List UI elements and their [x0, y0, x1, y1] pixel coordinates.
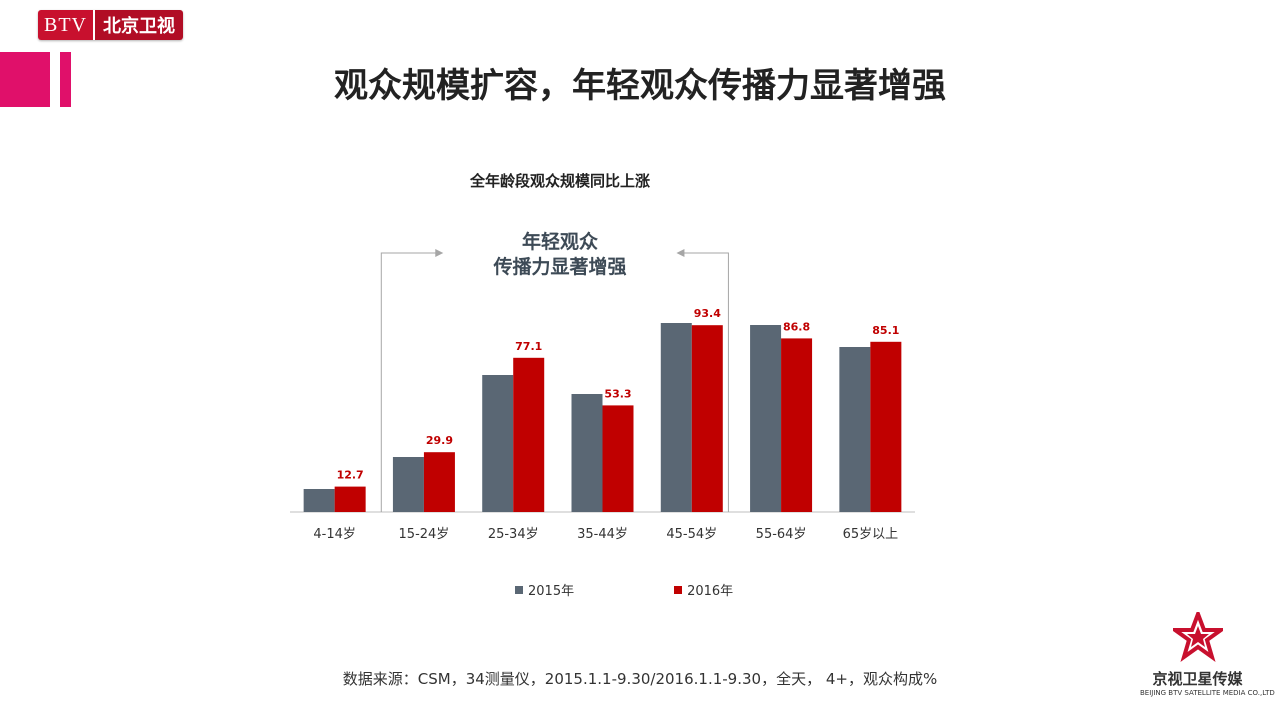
bar-2015-2 — [482, 375, 514, 512]
data-label-6: 85.1 — [872, 324, 899, 337]
chart-title: 全年龄段观众规模同比上涨 — [469, 172, 650, 190]
bar-2015-3 — [571, 394, 603, 512]
accent-bar — [60, 52, 71, 107]
btv-logo-text: BTV — [38, 10, 93, 40]
x-tick-label-3: 35-44岁 — [577, 527, 628, 542]
x-tick-label-6: 65岁以上 — [843, 527, 899, 542]
bar-2015-0 — [303, 489, 335, 512]
bar-2015-6 — [839, 347, 871, 512]
data-label-1: 29.9 — [426, 434, 453, 447]
legend-label-2015: 2015年 — [528, 584, 575, 599]
legend-item-2015: 2015年 — [515, 580, 574, 599]
star-logo-icon — [1168, 608, 1227, 662]
bar-2016-3 — [602, 405, 634, 512]
chart-legend: 2015年 2016年 — [515, 580, 733, 599]
bar-2016-5 — [781, 338, 813, 512]
x-tick-label-4: 45-54岁 — [666, 527, 717, 542]
data-label-3: 53.3 — [604, 387, 631, 400]
data-label-4: 93.4 — [694, 307, 721, 320]
callout-line-2: 传播力显著增强 — [493, 256, 627, 278]
legend-item-2016: 2016年 — [674, 580, 733, 599]
x-tick-label-5: 55-64岁 — [756, 527, 807, 542]
bar-2015-5 — [750, 325, 782, 512]
data-label-0: 12.7 — [337, 469, 364, 482]
bar-2016-2 — [513, 357, 545, 512]
btv-logo-cn: 北京卫视 — [93, 10, 183, 40]
x-tick-label-1: 15-24岁 — [399, 527, 450, 542]
corner-logo-name: 京视卫星传媒 — [1152, 670, 1243, 688]
bracket-right — [683, 252, 729, 512]
bar-2016-6 — [870, 341, 902, 512]
bar-2016-4 — [691, 325, 723, 512]
callout-bracket — [380, 252, 729, 512]
btv-logo: BTV 北京卫视 — [38, 10, 183, 40]
chart-callout: 年轻观众 传播力显著增强 — [470, 230, 650, 280]
accent-block — [0, 52, 50, 107]
x-tick-label-0: 4-14岁 — [313, 527, 356, 542]
data-label-5: 86.8 — [783, 320, 810, 333]
arrow-right-icon — [435, 249, 444, 257]
x-tick-label-2: 25-34岁 — [488, 527, 539, 542]
bracket-left — [380, 252, 437, 512]
page-title: 观众规模扩容，年轻观众传播力显著增强 — [334, 66, 946, 106]
arrow-left-icon — [676, 249, 685, 257]
corner-logo-en: BEIJING BTV SATELLITE MEDIA CO.,LTD — [1140, 689, 1275, 697]
corner-logo: 京视卫星传媒 BEIJING BTV SATELLITE MEDIA CO.,L… — [1140, 608, 1275, 707]
legend-label-2016: 2016年 — [687, 584, 734, 599]
legend-swatch-2016 — [674, 585, 683, 594]
bar-2016-0 — [334, 486, 366, 512]
bar-2016-1 — [423, 452, 455, 512]
data-source-note: 数据来源：CSM，34测量仪，2015.1.1-9.30/2016.1.1-9.… — [342, 670, 938, 688]
data-label-2: 77.1 — [515, 340, 542, 353]
bar-2015-4 — [660, 323, 692, 512]
legend-swatch-2015 — [515, 585, 523, 594]
bar-2015-1 — [392, 457, 424, 512]
callout-line-1: 年轻观众 — [521, 231, 598, 253]
